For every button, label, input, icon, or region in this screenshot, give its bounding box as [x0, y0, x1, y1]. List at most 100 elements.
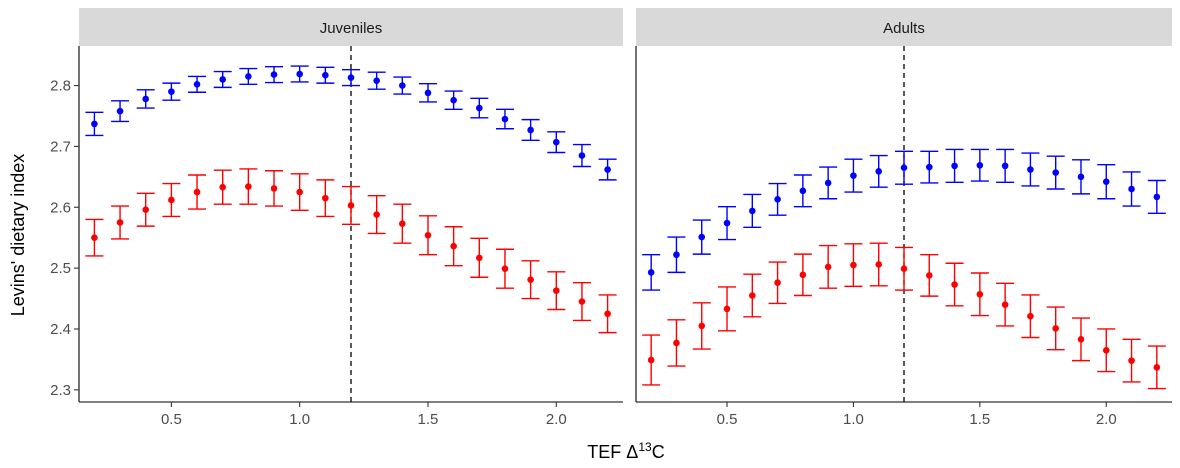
data-point	[424, 89, 432, 97]
data-point	[925, 163, 933, 171]
x-tick-label: 1.5	[969, 411, 990, 428]
data-point	[1077, 173, 1085, 181]
data-point	[1153, 364, 1161, 371]
data-point	[270, 185, 278, 192]
y-tick-label: 2.3	[50, 382, 71, 399]
x-tick-label: 1.0	[843, 411, 864, 428]
data-point	[373, 211, 380, 218]
data-point	[850, 261, 857, 269]
y-tick-label: 2.8	[50, 78, 71, 95]
data-point	[193, 188, 201, 196]
data-point	[900, 164, 908, 172]
y-ticks: 2.3 2.4 2.5 2.6 2.7 2.8	[50, 78, 79, 399]
data-point	[501, 115, 509, 123]
data-point	[1027, 166, 1034, 173]
data-point	[604, 166, 611, 173]
data-point	[450, 96, 457, 104]
data-point	[647, 269, 655, 276]
data-point	[799, 187, 807, 195]
y-tick-label: 2.7	[50, 138, 71, 155]
data-point	[900, 265, 908, 273]
x-tick-label: 0.5	[161, 411, 182, 428]
data-point	[219, 76, 226, 83]
data-point	[673, 339, 680, 347]
x-tick-label: 2.0	[1096, 411, 1117, 428]
data-point	[749, 292, 756, 299]
data-point	[552, 138, 560, 146]
data-point	[673, 251, 680, 259]
data-point	[501, 265, 509, 273]
panel-marks	[642, 46, 1166, 402]
data-point	[875, 168, 883, 175]
data-point	[951, 281, 958, 288]
panel-title: Adults	[883, 20, 925, 37]
y-tick-label: 2.6	[50, 199, 71, 216]
data-point	[296, 188, 303, 196]
data-point	[1128, 185, 1135, 193]
x-axis-title: TEF Δ13C	[587, 440, 664, 462]
data-point	[604, 310, 611, 318]
data-point	[1102, 178, 1110, 186]
data-point	[116, 219, 124, 226]
data-point	[1128, 357, 1135, 364]
data-point	[850, 172, 857, 179]
data-point	[1001, 301, 1009, 308]
data-point	[824, 263, 832, 271]
data-point	[1102, 346, 1110, 354]
data-point	[476, 104, 483, 112]
data-point	[578, 152, 586, 159]
data-point	[875, 261, 883, 268]
data-point	[698, 322, 706, 330]
data-point	[168, 196, 175, 204]
data-point	[168, 88, 175, 95]
data-point	[1001, 162, 1009, 170]
data-point	[373, 77, 380, 84]
data-point	[527, 276, 534, 283]
x-tick-label: 1.5	[418, 411, 439, 428]
y-tick-label: 2.5	[50, 260, 71, 277]
data-point	[1153, 193, 1161, 201]
data-point	[925, 272, 933, 279]
data-point	[296, 70, 303, 78]
data-point	[976, 161, 984, 169]
data-point	[476, 254, 483, 262]
data-point	[1052, 169, 1059, 176]
data-point	[245, 73, 252, 80]
data-point	[219, 183, 226, 191]
data-point	[116, 107, 124, 115]
data-point	[142, 95, 150, 103]
data-point	[270, 71, 278, 78]
data-point	[450, 242, 457, 250]
data-point	[399, 82, 406, 89]
data-point	[723, 219, 731, 227]
x-ticks: 0.5 1.0 1.5 2.0	[717, 402, 1117, 428]
x-axis-title-superscript: 13	[638, 440, 652, 454]
data-point	[91, 234, 98, 241]
data-point	[91, 120, 98, 128]
data-point	[1052, 325, 1059, 332]
data-point	[424, 231, 432, 239]
panel-title: Juveniles	[320, 20, 383, 37]
x-tick-label: 1.0	[289, 411, 310, 428]
data-point	[1077, 336, 1085, 343]
data-point	[322, 194, 329, 202]
data-point	[527, 126, 534, 134]
data-point	[578, 298, 586, 305]
x-tick-label: 2.0	[546, 411, 567, 428]
data-point	[976, 290, 984, 298]
data-point	[698, 233, 706, 241]
data-point	[723, 305, 731, 313]
data-point	[647, 356, 655, 364]
y-axis-title: Levins' dietary index	[8, 154, 28, 317]
x-tick-label: 0.5	[717, 411, 738, 428]
data-point	[774, 196, 781, 203]
data-point	[347, 74, 355, 81]
data-point	[749, 207, 756, 215]
data-point	[1027, 312, 1034, 320]
data-point	[552, 287, 560, 294]
y-tick-label: 2.4	[50, 321, 71, 338]
data-point	[774, 279, 781, 287]
data-point	[142, 206, 150, 213]
data-point	[951, 162, 958, 170]
